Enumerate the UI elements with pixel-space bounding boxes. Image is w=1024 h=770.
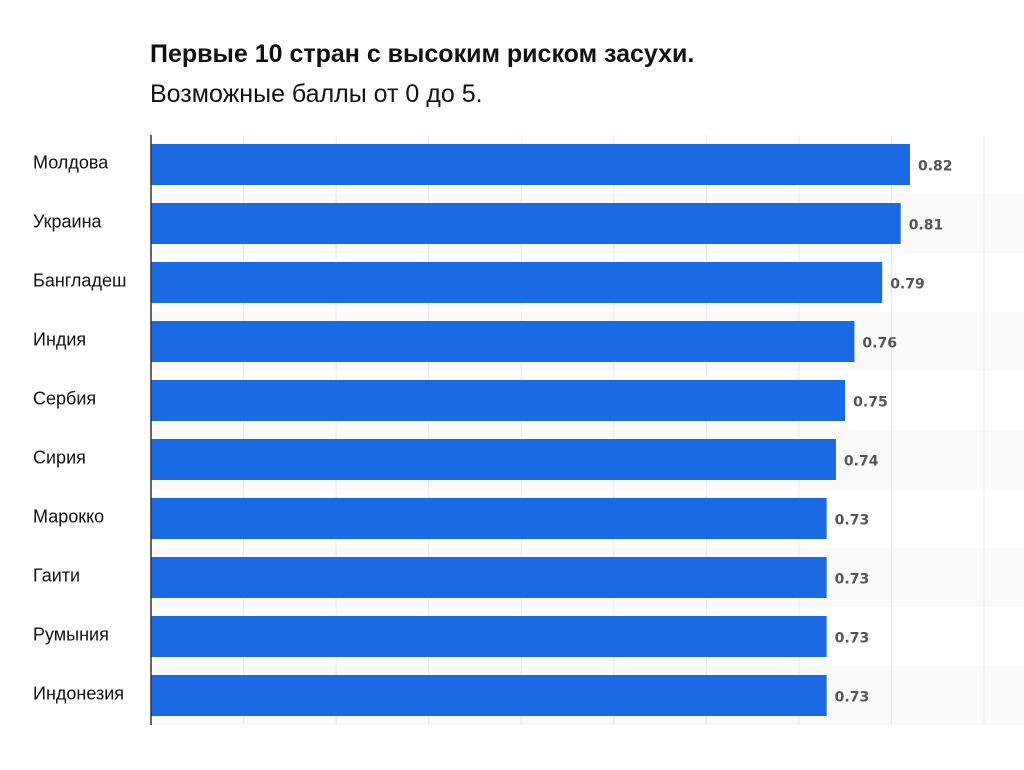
category-label: Румыния [33, 625, 109, 645]
value-label: 0.74 [844, 454, 879, 470]
value-label: 0.73 [835, 631, 870, 647]
value-label: 0.75 [853, 395, 888, 411]
bar-Молдова [151, 144, 910, 185]
bar-Индия [151, 321, 855, 362]
value-label: 0.73 [835, 572, 870, 588]
bar-Румыния [151, 616, 827, 657]
bar-Марокко [151, 498, 827, 539]
chart-subtitle: Возможные баллы от 0 до 5. [150, 80, 483, 108]
bar-Бангладеш [151, 262, 883, 303]
category-label: Гаити [33, 566, 80, 586]
bar-Сербия [151, 380, 846, 421]
value-label: 0.79 [890, 277, 925, 293]
category-label: Молдова [33, 153, 109, 173]
bar-Гаити [151, 557, 827, 598]
category-label: Сербия [33, 389, 96, 409]
bar-Сирия [151, 439, 836, 480]
bar-Индонезия [151, 675, 827, 716]
category-label: Украина [33, 212, 103, 232]
chart-title: Первые 10 стран с высоким риском засухи. [150, 40, 695, 68]
category-label: Марокко [33, 507, 104, 527]
value-label: 0.73 [835, 513, 870, 529]
category-label: Индонезия [33, 684, 124, 704]
category-label: Сирия [33, 448, 86, 468]
value-label: 0.82 [918, 159, 953, 175]
value-label: 0.73 [835, 690, 870, 706]
category-label: Индия [33, 330, 86, 350]
bar-Украина [151, 203, 901, 244]
value-label: 0.81 [909, 218, 944, 234]
category-label: Бангладеш [33, 271, 126, 291]
value-label: 0.76 [862, 336, 897, 352]
